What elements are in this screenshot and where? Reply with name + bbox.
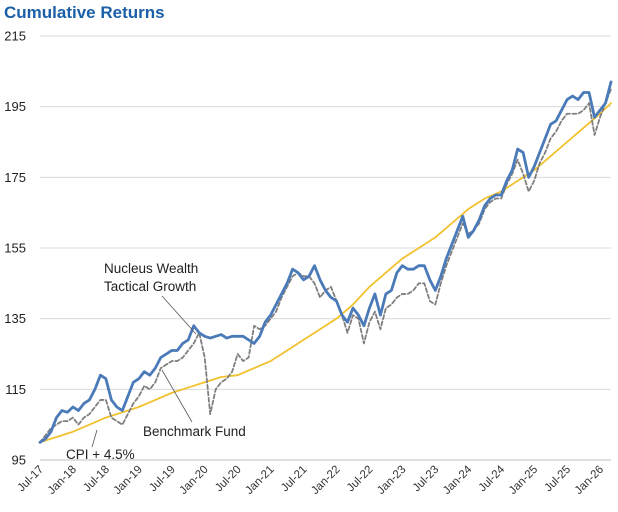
x-tick-label-jan-20: Jan-20 — [177, 464, 210, 497]
annotation-leader-benchmark — [161, 369, 193, 423]
x-tick-label-jan-26: Jan-26 — [573, 464, 606, 497]
annotation-nucleus-line2: Tactical Growth — [104, 279, 196, 294]
grid-lines — [40, 35, 611, 390]
x-tick-label-jul-23: Jul-23 — [411, 464, 442, 495]
x-tick-label-jul-25: Jul-25 — [543, 464, 574, 495]
x-tick-label-jul-20: Jul-20 — [213, 464, 244, 495]
annotations: Nucleus Wealth Tactical Growth Benchmark… — [66, 261, 246, 462]
x-tick-label-jan-21: Jan-21 — [243, 464, 276, 497]
y-tick-label-95: 95 — [12, 453, 26, 468]
annotation-cpi: CPI + 4.5% — [66, 447, 135, 462]
x-tick-label-jan-22: Jan-22 — [309, 464, 342, 497]
series-lines — [38, 80, 613, 444]
x-tick-label-jul-24: Jul-24 — [477, 463, 508, 494]
annotation-leader-nucleus — [161, 295, 197, 335]
x-axis-tick-labels: Jul-17 Jan-18 Jul-18 Jan-19 Jul-19 Jan-20 Jul-… — [15, 463, 606, 497]
y-tick-label-215: 215 — [4, 29, 26, 44]
x-tick-label-jan-24: Jan-24 — [441, 463, 475, 497]
y-tick-label-195: 195 — [4, 99, 26, 114]
annotation-benchmark: Benchmark Fund — [143, 424, 246, 439]
series-line-cpi — [39, 102, 612, 444]
y-tick-label-135: 135 — [4, 311, 26, 326]
annotation-nucleus-line1: Nucleus Wealth — [104, 261, 198, 276]
y-tick-label-155: 155 — [4, 241, 26, 256]
x-tick-label-jul-17: Jul-17 — [15, 464, 46, 495]
x-tick-label-jan-19: Jan-19 — [112, 464, 145, 497]
x-tick-label-jul-21: Jul-21 — [279, 464, 310, 495]
chart-title: Cumulative Returns — [4, 3, 165, 22]
y-tick-label-115: 115 — [5, 382, 26, 397]
x-tick-label-jan-18: Jan-18 — [46, 464, 79, 497]
x-tick-label-jul-22: Jul-22 — [345, 464, 376, 495]
y-axis-tick-labels: 95 115 135 155 175 195 215 — [4, 29, 26, 468]
x-tick-label-jan-25: Jan-25 — [507, 464, 540, 497]
x-tick-label-jul-19: Jul-19 — [147, 464, 178, 495]
annotation-leader-cpi — [91, 429, 98, 448]
x-tick-label-jul-18: Jul-18 — [81, 464, 112, 495]
series-line-nucleus — [38, 80, 613, 444]
x-tick-label-jan-23: Jan-23 — [375, 464, 408, 497]
y-tick-label-175: 175 — [4, 170, 26, 185]
